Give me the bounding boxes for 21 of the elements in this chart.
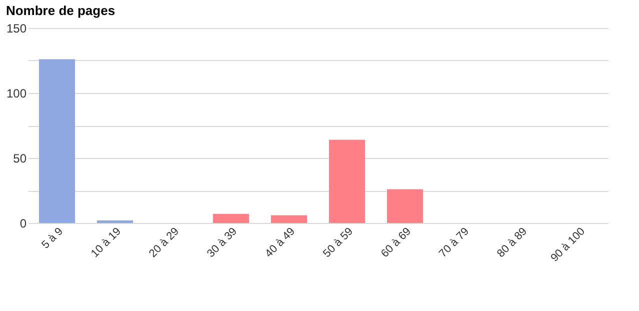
x-tick-label: 5 à 9 [40,226,66,252]
y-tick-label: 50 [13,152,27,166]
x-tick-label: 40 à 49 [263,226,298,260]
chart-title: Nombre de pages [6,3,116,18]
bar [39,59,75,223]
bar [97,220,133,223]
x-tick-label: 90 à 100 [548,226,588,264]
x-tick-label: 50 à 59 [321,226,356,260]
bar [387,189,423,223]
y-tick-label: 0 [20,216,27,230]
bar [213,214,249,223]
x-tick-label: 30 à 39 [205,226,240,260]
y-tick-label: 150 [6,22,27,36]
bar [271,215,307,223]
x-tick-label: 70 à 79 [437,226,472,260]
y-tick-label: 100 [6,86,27,100]
x-tick-label: 80 à 89 [495,226,530,260]
x-tick-label: 20 à 29 [147,226,182,260]
x-tick-label: 60 à 69 [379,226,414,260]
bar [329,140,365,223]
x-tick-label: 10 à 19 [89,226,124,260]
